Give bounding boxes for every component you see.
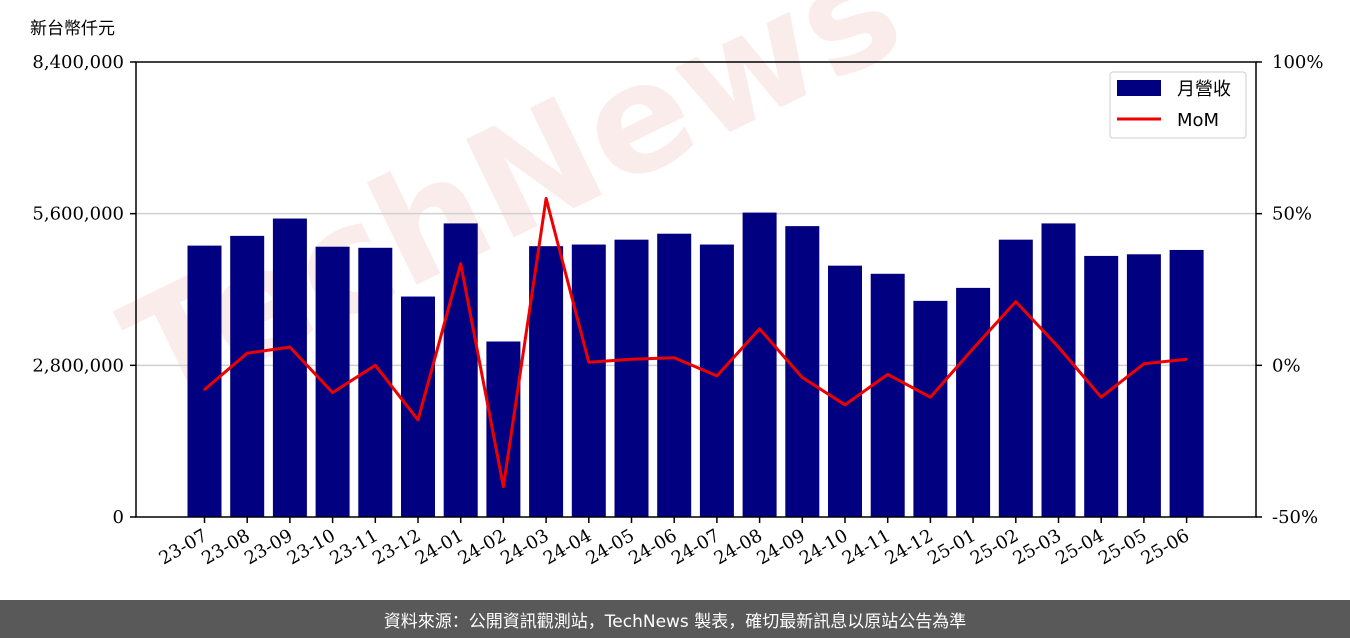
x-tick-label: 23-09	[241, 525, 296, 569]
mom-line	[203, 197, 1187, 489]
bar-25-05	[1126, 254, 1161, 517]
bar-23-09	[272, 218, 307, 517]
mom-point-25-04	[1100, 395, 1103, 399]
y-left-tick-label: 2,800,000	[32, 355, 124, 376]
legend-bar-label: 月營收	[1177, 79, 1231, 100]
bar-24-04	[571, 244, 606, 517]
x-tick-label: 25-03	[1010, 525, 1065, 569]
x-tick-label: 24-10	[796, 525, 851, 569]
legend: 月營收 MoM	[1109, 71, 1247, 139]
source-footer: 資料來源：公開資訊觀測站，TechNews 製表，確切最新訊息以原站公告為準	[0, 600, 1350, 638]
bar-24-01	[443, 223, 478, 517]
x-tick-label: 25-04	[1052, 525, 1107, 569]
mom-point-23-10	[331, 391, 334, 394]
bar-24-09	[785, 226, 820, 517]
bar-24-12	[913, 300, 948, 517]
mom-point-25-05	[1142, 362, 1146, 366]
bar-series	[187, 212, 1204, 518]
x-tick-label: 24-02	[454, 525, 509, 569]
mom-point-25-06	[1185, 358, 1188, 361]
line-series	[203, 197, 1188, 489]
x-tick-label: 24-11	[839, 525, 894, 569]
mom-point-24-01	[459, 262, 462, 265]
y-left-tick-label: 8,400,000	[32, 52, 124, 73]
bar-24-06	[657, 233, 692, 518]
y-left-tick-label: 5,600,000	[32, 204, 124, 225]
x-tick-label: 24-09	[753, 525, 808, 569]
x-tick-label: 23-12	[369, 525, 424, 569]
x-tick-label: 24-07	[668, 525, 723, 569]
x-tick-label: 25-06	[1138, 525, 1193, 569]
bar-25-02	[998, 239, 1033, 517]
mom-point-24-05	[630, 358, 633, 361]
x-tick-label: 24-06	[625, 525, 680, 569]
bar-25-03	[1041, 223, 1076, 517]
mom-point-23-08	[246, 352, 249, 355]
bar-24-11	[870, 273, 905, 517]
y-right-tick-label: -50%	[1272, 507, 1318, 528]
x-tick-label: 24-08	[711, 525, 766, 569]
revenue-chart: TechNews 02,800,0005,600,0008,400,000-50…	[32, 0, 1323, 569]
bar-23-08	[230, 235, 265, 517]
x-tick-label: 23-08	[198, 525, 253, 569]
mom-point-25-02	[1014, 300, 1017, 303]
mom-point-25-03	[1057, 345, 1060, 349]
bar-24-03	[529, 246, 564, 517]
mom-point-24-07	[715, 374, 719, 378]
x-tick-label: 23-07	[156, 525, 211, 569]
y-left-tick-label: 0	[113, 507, 124, 528]
legend-line-label: MoM	[1177, 110, 1219, 131]
mom-point-23-11	[374, 364, 377, 367]
mom-point-23-07	[203, 388, 206, 391]
bar-25-01	[956, 287, 991, 517]
mom-point-24-04	[587, 361, 590, 364]
mom-point-24-06	[673, 356, 676, 359]
plot-frame	[135, 61, 1257, 518]
bar-24-05	[614, 239, 649, 517]
bar-23-11	[358, 247, 393, 517]
x-tick-label: 25-02	[967, 525, 1022, 569]
mom-point-24-11	[886, 373, 889, 376]
mom-point-24-08	[758, 327, 761, 331]
legend-bar-swatch	[1117, 80, 1161, 96]
mom-point-24-03	[544, 197, 548, 200]
mom-point-23-09	[288, 345, 292, 349]
mom-point-24-09	[801, 376, 804, 379]
x-tick-label: 25-01	[924, 525, 979, 569]
y-right-tick-label: 100%	[1272, 52, 1323, 73]
bar-24-08	[742, 212, 777, 518]
y-right-tick-label: 0%	[1272, 355, 1301, 376]
x-tick-label: 24-12	[881, 525, 936, 569]
source-footer-text: 資料來源：公開資訊觀測站，TechNews 製表，確切最新訊息以原站公告為準	[383, 611, 967, 632]
x-tick-label: 23-10	[284, 525, 339, 569]
bar-25-06	[1169, 249, 1204, 518]
mom-point-24-02	[502, 485, 505, 488]
mom-point-25-01	[971, 347, 975, 350]
mom-point-24-12	[929, 395, 932, 399]
x-tick-label: 24-01	[412, 525, 467, 569]
x-tick-label: 24-05	[583, 525, 638, 569]
bar-24-10	[828, 265, 862, 517]
mom-point-24-10	[843, 403, 847, 406]
x-tick-label: 25-05	[1095, 525, 1150, 569]
mom-point-23-12	[416, 418, 420, 422]
y-right-tick-label: 50%	[1272, 204, 1312, 225]
x-tick-label: 23-11	[326, 525, 381, 569]
y-axis-unit-label: 新台幣仟元	[30, 19, 115, 39]
x-tick-label: 24-04	[540, 525, 595, 569]
x-tick-label: 24-03	[497, 525, 552, 569]
bar-24-07	[699, 244, 734, 517]
